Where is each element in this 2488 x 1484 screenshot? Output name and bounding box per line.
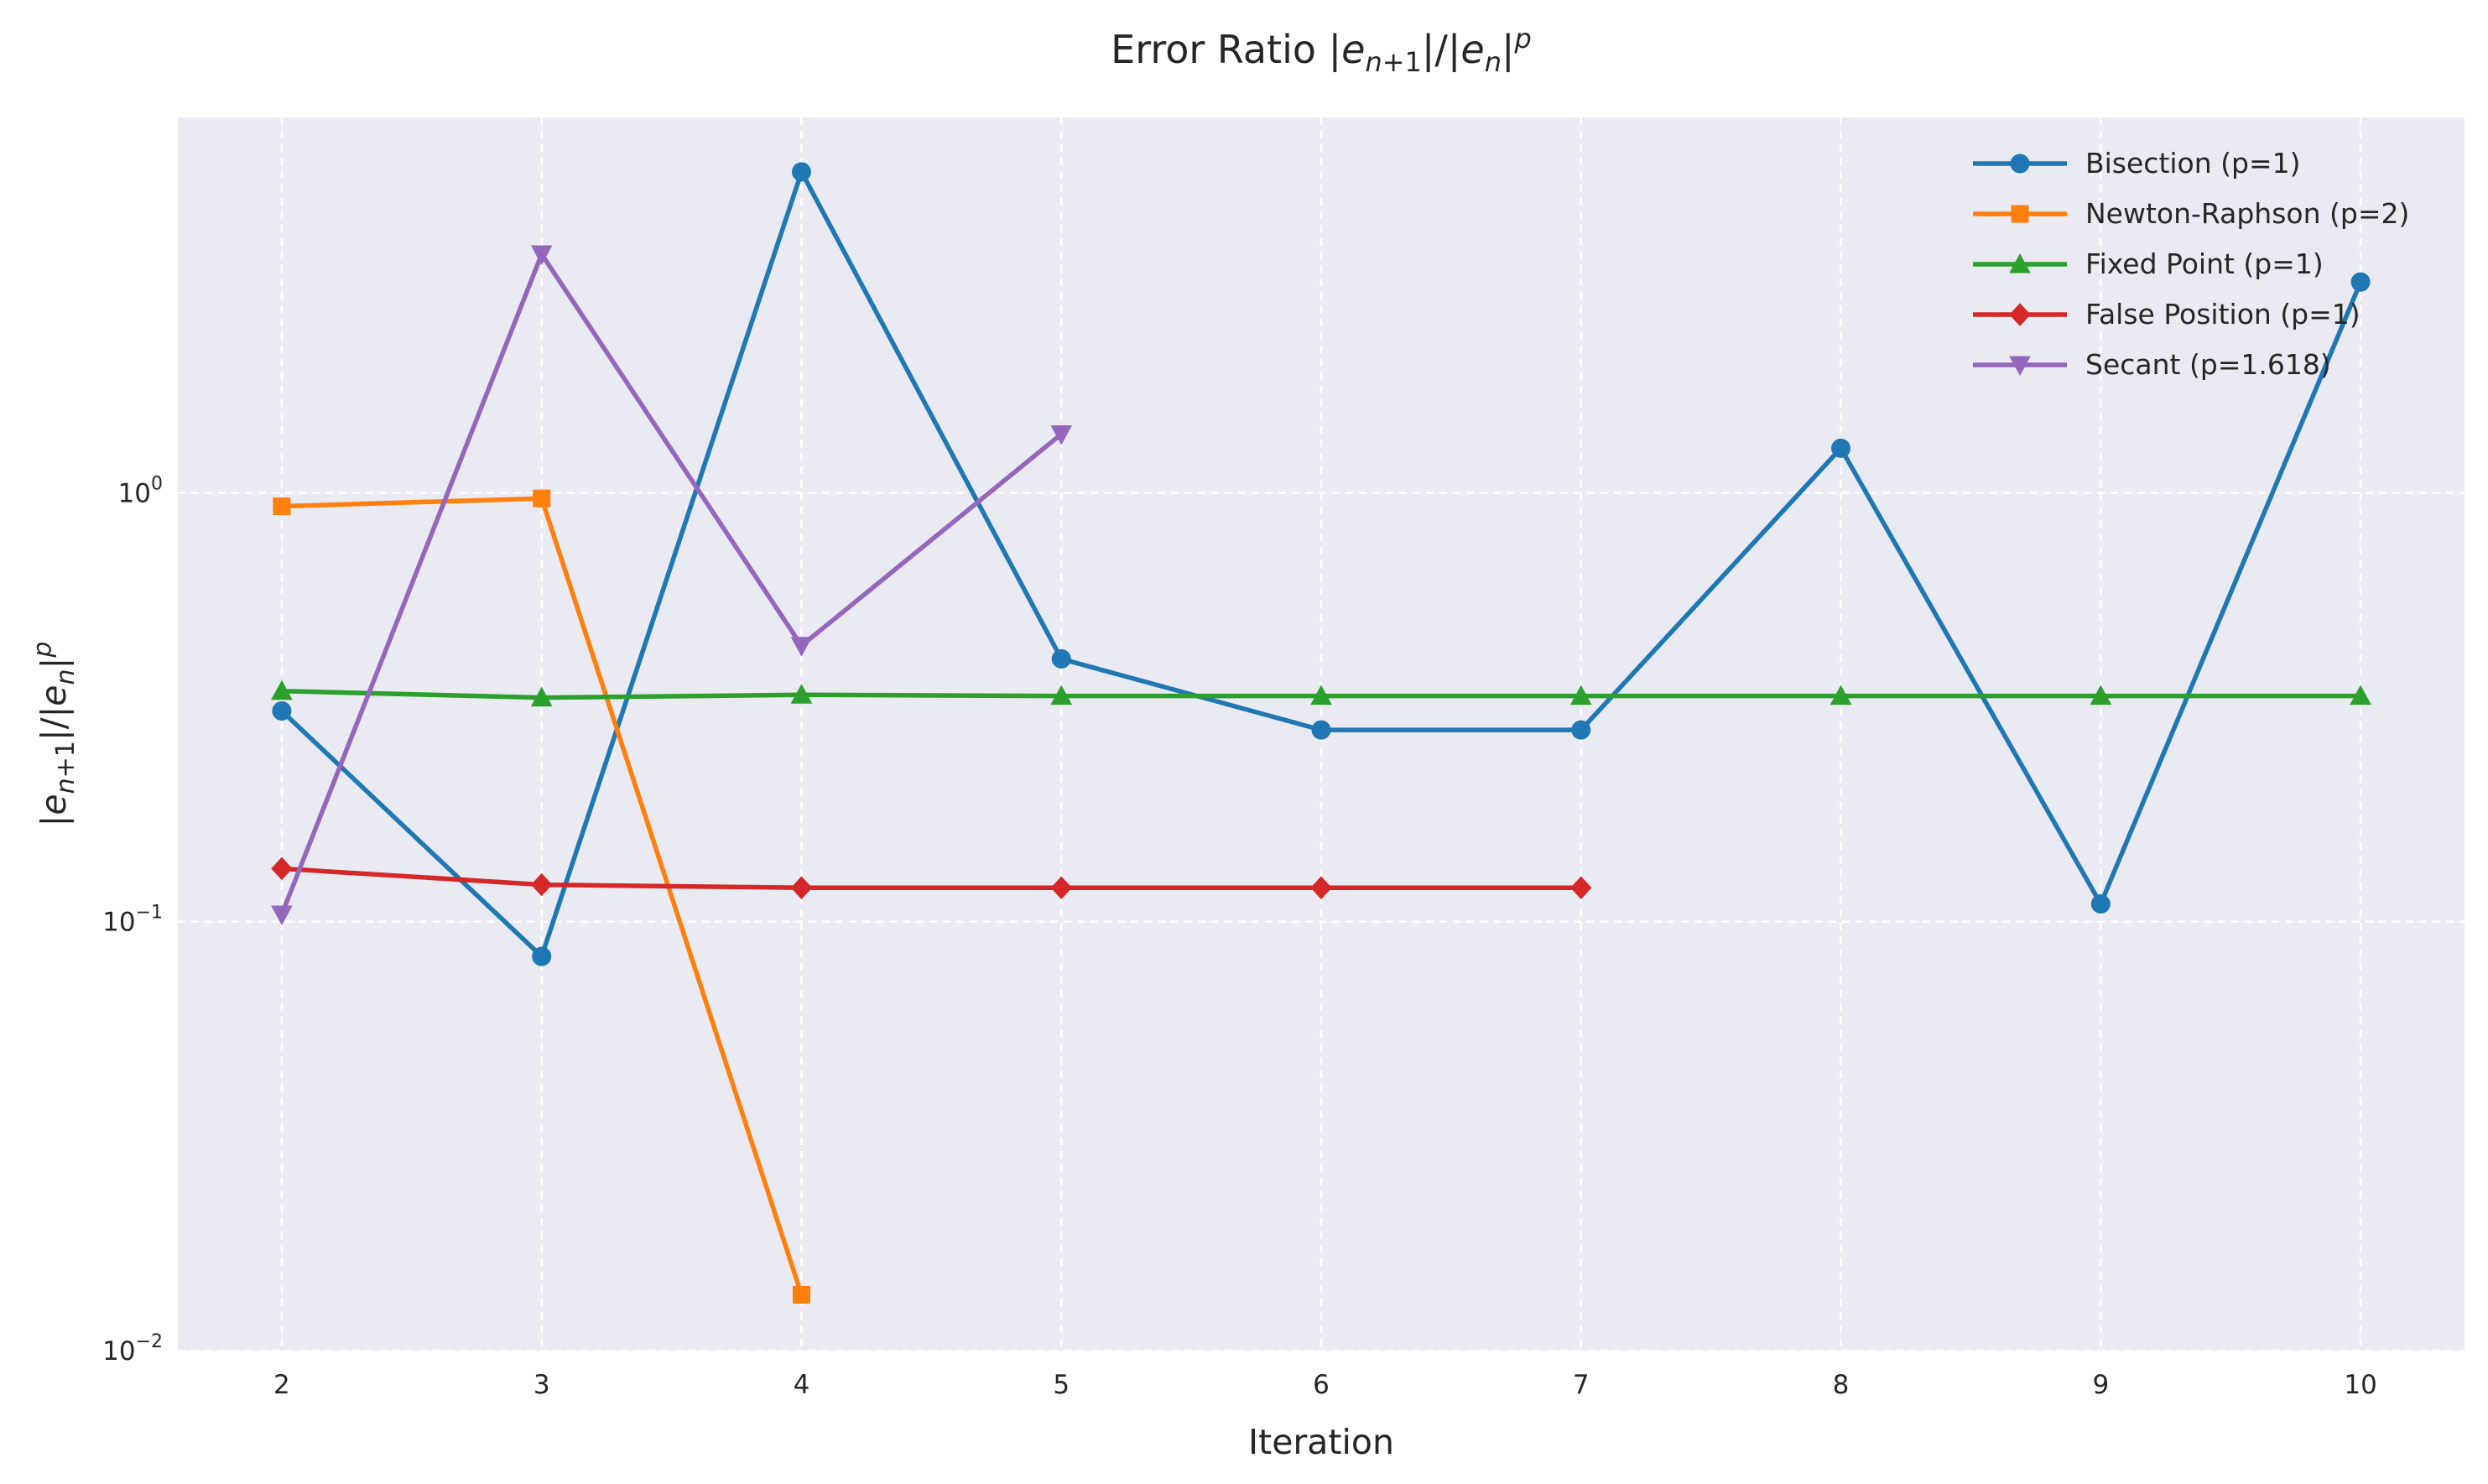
legend-entry: Newton-Raphson (p=2): [1973, 197, 2409, 230]
data-point: [792, 1285, 810, 1304]
x-tick-label: 9: [2092, 1370, 2109, 1400]
data-point: [790, 637, 813, 657]
legend-entry: False Position (p=1): [1973, 298, 2360, 331]
data-point: [271, 905, 293, 926]
y-tick-label: 10−1: [102, 903, 163, 938]
legend-label: False Position (p=1): [2085, 298, 2360, 331]
data-point: [2350, 685, 2371, 706]
data-point: [790, 876, 813, 899]
data-point: [1050, 425, 1073, 445]
x-tick-label: 4: [794, 1370, 810, 1400]
data-point: [530, 686, 553, 707]
legend-entry: Secant (p=1.618): [1973, 348, 2331, 381]
y-tick-label: 100: [118, 473, 163, 508]
data-point: [2090, 894, 2111, 914]
data-point: [791, 162, 811, 182]
data-point: [1311, 720, 1331, 740]
series-line: [281, 866, 1581, 890]
data-point: [1050, 685, 1073, 706]
data-point: [272, 700, 292, 721]
legend-marker: [2011, 205, 2029, 223]
legend: Bisection (p=1) Newton-Raphson (p=2) Fixed…: [1973, 147, 2409, 381]
data-point: [531, 872, 553, 897]
x-tick-label: 3: [534, 1370, 550, 1400]
data-point: [2090, 685, 2112, 706]
data-point: [533, 489, 551, 508]
legend-entry: Bisection (p=1): [1973, 147, 2301, 180]
y-axis-title: |en+1|/|en|p: [29, 642, 81, 827]
legend-label: Secant (p=1.618): [2085, 348, 2331, 381]
data-point: [790, 684, 813, 704]
x-tick-label: 6: [1313, 1370, 1330, 1400]
legend-marker: [2010, 154, 2030, 174]
legend-marker: [2009, 303, 2031, 326]
x-tick-label: 10: [2344, 1370, 2376, 1400]
data-point: [1570, 876, 1592, 899]
legend-label: Fixed Point (p=1): [2085, 247, 2324, 280]
data-point: [1310, 685, 1332, 706]
series-5: [271, 245, 1073, 926]
data-point: [530, 245, 553, 266]
data-point: [273, 497, 291, 516]
x-axis-title: Iteration: [1248, 1422, 1394, 1462]
x-tick-labels: 2 3 4 5 6 7 8 9 10: [273, 1370, 2377, 1400]
y-tick-label: 10−2: [102, 1331, 163, 1367]
data-point: [271, 857, 293, 881]
legend-label: Newton-Raphson (p=2): [2085, 197, 2409, 230]
series-2: [273, 489, 810, 1304]
legend-label: Bisection (p=1): [2085, 147, 2301, 180]
series-3: [271, 680, 2371, 707]
series-layer: [271, 162, 2371, 1304]
chart-title: Error Ratio |en+1|/|en|p: [1111, 23, 1532, 78]
data-point: [1571, 720, 1591, 740]
data-point: [1310, 876, 1332, 899]
legend-marker: [2009, 356, 2031, 377]
data-point: [1569, 685, 1592, 706]
y-tick-labels: 10−2 10−1 100: [102, 473, 163, 1367]
data-point: [532, 946, 552, 966]
data-point: [1830, 685, 1852, 706]
x-tick-label: 2: [273, 1370, 290, 1400]
x-tick-label: 7: [1573, 1370, 1590, 1400]
data-point: [1051, 648, 1071, 669]
grid: [178, 117, 2465, 1352]
data-point: [2350, 272, 2371, 292]
series-line: [279, 252, 1063, 916]
legend-marker: [2009, 253, 2031, 273]
data-point: [1831, 438, 1851, 458]
series-4: [271, 857, 1592, 899]
x-tick-label: 8: [1833, 1370, 1850, 1400]
data-point: [1050, 876, 1072, 899]
data-point: [271, 680, 293, 700]
x-tick-label: 5: [1053, 1370, 1070, 1400]
legend-entry: Fixed Point (p=1): [1973, 247, 2324, 280]
